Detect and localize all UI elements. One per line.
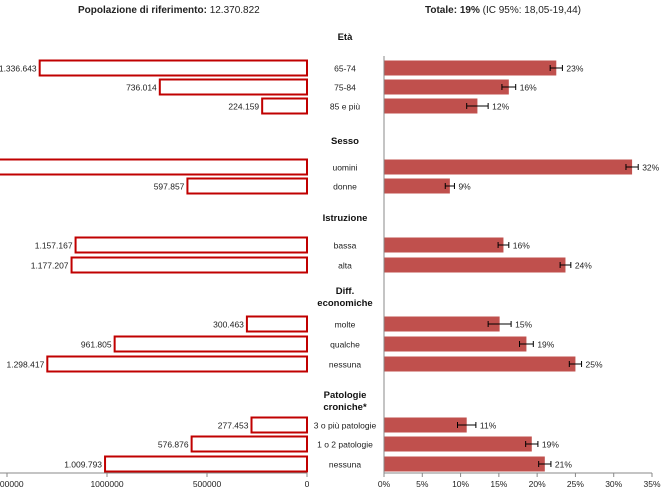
population-value-label: 736.014 xyxy=(126,83,157,93)
percentage-bar xyxy=(384,159,633,175)
percentage-value-label: 16% xyxy=(520,83,537,93)
percentage-bar xyxy=(384,237,504,253)
percentage-bar xyxy=(384,456,545,472)
percentage-bar xyxy=(384,60,557,76)
category-label: donne xyxy=(333,182,357,192)
chart-marks: Età 65-74 1.336.643 23% 75-84 736.014 16% 85 e … xyxy=(0,32,661,489)
population-x-tick-label: 500000 xyxy=(193,479,222,489)
population-label: Popolazione di riferimento: xyxy=(78,5,207,16)
category-label: molte xyxy=(335,320,356,330)
percentage-value-label: 19% xyxy=(537,340,554,350)
category-label: alta xyxy=(338,261,352,271)
percentage-x-tick-label: 20% xyxy=(529,479,546,489)
population-value-label: 597.857 xyxy=(154,182,185,192)
percentage-bar xyxy=(384,436,532,452)
category-label: uomini xyxy=(332,163,357,173)
population-value-label: 1.336.643 xyxy=(0,64,37,74)
population-value-label: 961.805 xyxy=(81,340,112,350)
ci-text: (IC 95%: 18,05-19,44) xyxy=(483,5,581,16)
percentage-bar xyxy=(384,336,527,352)
category-label: 85 e più xyxy=(330,102,361,112)
population-value-label: 1.177.207 xyxy=(31,261,69,271)
section-title-1: Sesso xyxy=(331,136,359,147)
population-value-label: 1.009.793 xyxy=(64,460,102,470)
section-title-4-line0: Patologie xyxy=(324,390,367,401)
percentage-value-label: 23% xyxy=(566,64,583,74)
total-label: Totale: 19% xyxy=(425,5,480,16)
percentage-x-tick-label: 35% xyxy=(643,479,660,489)
category-label: 3 o più patologie xyxy=(314,421,377,431)
percentage-value-label: 12% xyxy=(492,102,509,112)
category-label: qualche xyxy=(330,340,360,350)
population-bar xyxy=(46,355,309,373)
percentage-bar xyxy=(384,417,467,433)
population-bar xyxy=(74,236,308,254)
population-bar xyxy=(104,455,308,473)
percentage-x-tick-label: 10% xyxy=(452,479,469,489)
population-value-label: 277.453 xyxy=(218,421,249,431)
category-label: nessuna xyxy=(329,360,361,370)
population-value-label: 1.157.167 xyxy=(35,241,73,251)
percentage-bar xyxy=(384,79,509,95)
category-label: bassa xyxy=(334,241,357,251)
percentage-bar xyxy=(384,257,566,273)
population-bar xyxy=(261,97,309,115)
population-value: 12.370.822 xyxy=(210,5,260,16)
percentage-bar xyxy=(384,316,500,332)
population-bar xyxy=(190,435,308,453)
population-x-tick-label: 1000000 xyxy=(90,479,123,489)
percentage-value-label: 19% xyxy=(542,440,559,450)
population-bar xyxy=(158,78,308,96)
section-title-2: Istruzione xyxy=(323,213,368,224)
percentage-value-label: 11% xyxy=(480,421,497,431)
percentage-x-tick-label: 30% xyxy=(605,479,622,489)
population-value-label: 1.298.417 xyxy=(6,360,44,370)
population-bar xyxy=(186,177,309,195)
percentage-x-tick-label: 5% xyxy=(416,479,429,489)
percentage-value-label: 25% xyxy=(586,360,603,370)
section-title-4-line1: croniche* xyxy=(323,402,367,413)
percentage-bar xyxy=(384,98,478,114)
population-bar xyxy=(250,416,308,434)
percentage-value-label: 32% xyxy=(642,163,659,173)
category-label: 65-74 xyxy=(334,64,356,74)
population-value-label: 300.463 xyxy=(213,320,244,330)
population-bar xyxy=(113,335,308,353)
percentage-value-label: 16% xyxy=(513,241,530,251)
category-label: 75-84 xyxy=(334,83,356,93)
population-bar xyxy=(0,158,308,176)
percentage-bar xyxy=(384,356,576,372)
population-value-label: 224.159 xyxy=(228,102,259,112)
section-title-3-line0: Diff. xyxy=(336,286,354,297)
category-label: nessuna xyxy=(329,460,361,470)
total-header: Totale: 19% (IC 95%: 18,05-19,44) xyxy=(425,5,581,16)
population-header: Popolazione di riferimento: 12.370.822 xyxy=(78,5,260,16)
category-label: 1 o 2 patologie xyxy=(317,440,373,450)
population-x-tick-label: 0 xyxy=(305,479,310,489)
percentage-x-tick-label: 0% xyxy=(378,479,391,489)
population-x-tick-label: 1500000 xyxy=(0,479,24,489)
percentage-value-label: 24% xyxy=(575,261,592,271)
percentage-bar xyxy=(384,178,450,194)
percentage-value-label: 21% xyxy=(555,460,572,470)
section-title-0: Età xyxy=(338,32,354,43)
population-bar xyxy=(38,59,309,77)
percentage-value-label: 15% xyxy=(515,320,532,330)
population-bar xyxy=(245,315,308,333)
percentage-x-tick-label: 15% xyxy=(490,479,507,489)
section-title-3-line1: economiche xyxy=(317,298,372,309)
percentage-x-tick-label: 25% xyxy=(567,479,584,489)
population-bar xyxy=(70,256,309,274)
population-value-label: 576.876 xyxy=(158,440,189,450)
percentage-value-label: 9% xyxy=(458,182,471,192)
